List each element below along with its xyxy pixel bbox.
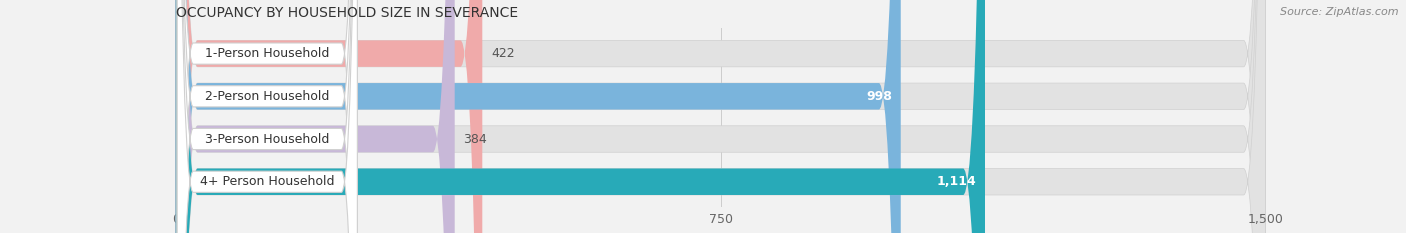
Text: 1,114: 1,114 (936, 175, 976, 188)
FancyBboxPatch shape (176, 0, 1265, 233)
FancyBboxPatch shape (176, 0, 1265, 233)
FancyBboxPatch shape (176, 0, 1265, 233)
Text: 998: 998 (866, 90, 891, 103)
Text: 1-Person Household: 1-Person Household (205, 47, 329, 60)
FancyBboxPatch shape (176, 0, 901, 233)
Text: 384: 384 (464, 133, 486, 146)
FancyBboxPatch shape (176, 0, 1265, 233)
Text: 3-Person Household: 3-Person Household (205, 133, 329, 146)
Text: OCCUPANCY BY HOUSEHOLD SIZE IN SEVERANCE: OCCUPANCY BY HOUSEHOLD SIZE IN SEVERANCE (176, 6, 517, 20)
FancyBboxPatch shape (176, 0, 454, 233)
Text: Source: ZipAtlas.com: Source: ZipAtlas.com (1281, 7, 1399, 17)
FancyBboxPatch shape (177, 0, 357, 233)
Text: 4+ Person Household: 4+ Person Household (200, 175, 335, 188)
FancyBboxPatch shape (176, 0, 482, 233)
FancyBboxPatch shape (177, 0, 357, 233)
FancyBboxPatch shape (177, 0, 357, 233)
Text: 422: 422 (491, 47, 515, 60)
Text: 2-Person Household: 2-Person Household (205, 90, 329, 103)
FancyBboxPatch shape (177, 0, 357, 233)
FancyBboxPatch shape (176, 0, 986, 233)
